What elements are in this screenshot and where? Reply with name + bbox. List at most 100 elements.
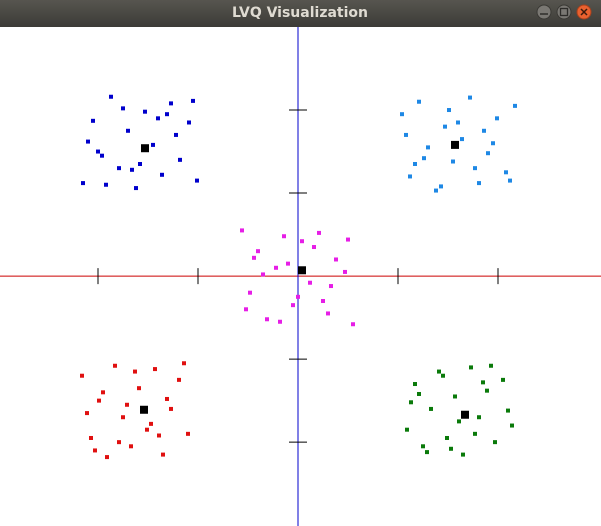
data-point <box>321 298 325 303</box>
data-point <box>485 388 489 393</box>
data-point <box>508 178 512 183</box>
data-point <box>351 322 355 327</box>
data-point <box>261 272 265 277</box>
data-point <box>329 284 333 289</box>
data-point <box>126 128 130 133</box>
data-point <box>506 408 510 413</box>
window-maximize[interactable] <box>556 4 572 20</box>
prototype <box>451 140 459 149</box>
data-point <box>504 170 508 175</box>
data-point <box>413 382 417 387</box>
data-point <box>178 157 182 162</box>
data-point <box>86 139 90 144</box>
data-point <box>248 290 252 295</box>
data-point <box>437 369 441 374</box>
data-point <box>143 109 147 114</box>
window-minimize[interactable] <box>536 4 552 20</box>
data-point <box>296 294 300 299</box>
title-bar <box>0 0 601 27</box>
data-point <box>153 367 157 372</box>
data-point <box>286 261 290 266</box>
data-point <box>308 280 312 285</box>
data-point <box>169 406 173 411</box>
data-point <box>491 141 495 146</box>
data-point <box>461 452 465 457</box>
data-point <box>187 120 191 125</box>
data-point <box>439 184 443 189</box>
data-point <box>489 363 493 368</box>
data-point <box>100 153 104 158</box>
data-point <box>186 431 190 436</box>
data-point <box>145 427 149 432</box>
data-point <box>117 166 121 171</box>
data-point <box>81 181 85 186</box>
data-point <box>256 249 260 254</box>
data-point <box>177 377 181 382</box>
data-point <box>477 181 481 186</box>
data-point <box>91 118 95 123</box>
data-point <box>265 317 269 322</box>
data-point <box>434 188 438 193</box>
data-point <box>312 245 316 250</box>
data-point <box>425 450 429 455</box>
data-point <box>130 167 134 172</box>
data-point <box>157 433 161 438</box>
data-point <box>400 112 404 117</box>
data-point <box>291 303 295 308</box>
data-point <box>109 94 113 99</box>
data-point <box>101 390 105 395</box>
data-point <box>156 116 160 121</box>
data-point <box>93 448 97 453</box>
data-point <box>300 239 304 244</box>
data-point <box>469 365 473 370</box>
data-point <box>182 361 186 366</box>
data-point <box>404 132 408 137</box>
window-title: LVQ Visualization <box>232 5 368 21</box>
data-point <box>137 386 141 391</box>
data-point <box>85 411 89 416</box>
data-point <box>317 230 321 235</box>
data-point <box>451 159 455 164</box>
data-point <box>482 128 486 133</box>
data-point <box>460 137 464 142</box>
data-point <box>468 95 472 100</box>
data-point <box>160 172 164 177</box>
data-point <box>80 373 84 378</box>
data-point <box>151 142 155 147</box>
data-point <box>244 307 248 312</box>
data-point <box>274 265 278 270</box>
data-point <box>129 444 133 449</box>
data-point <box>343 269 347 274</box>
data-point <box>486 151 490 156</box>
data-point <box>346 237 350 242</box>
data-point <box>97 398 101 403</box>
prototype <box>140 405 148 414</box>
data-point <box>443 124 447 129</box>
data-point <box>477 415 481 420</box>
data-point <box>165 112 169 117</box>
data-point <box>104 182 108 187</box>
data-point <box>125 402 129 407</box>
data-point <box>240 228 244 233</box>
data-point <box>89 435 93 440</box>
data-point <box>282 234 286 239</box>
data-point <box>422 156 426 161</box>
data-point <box>456 120 460 125</box>
data-point <box>453 394 457 399</box>
data-point <box>426 145 430 150</box>
data-point <box>326 311 330 316</box>
data-point <box>191 98 195 103</box>
window-close[interactable] <box>576 4 592 20</box>
data-point <box>409 400 413 405</box>
data-point <box>134 186 138 191</box>
data-point <box>447 108 451 113</box>
data-point <box>417 391 421 396</box>
data-point <box>457 419 461 424</box>
data-point <box>501 377 505 382</box>
data-point <box>138 161 142 166</box>
data-point <box>429 406 433 411</box>
prototype <box>461 410 469 419</box>
data-point <box>105 455 109 460</box>
data-point <box>121 106 125 111</box>
